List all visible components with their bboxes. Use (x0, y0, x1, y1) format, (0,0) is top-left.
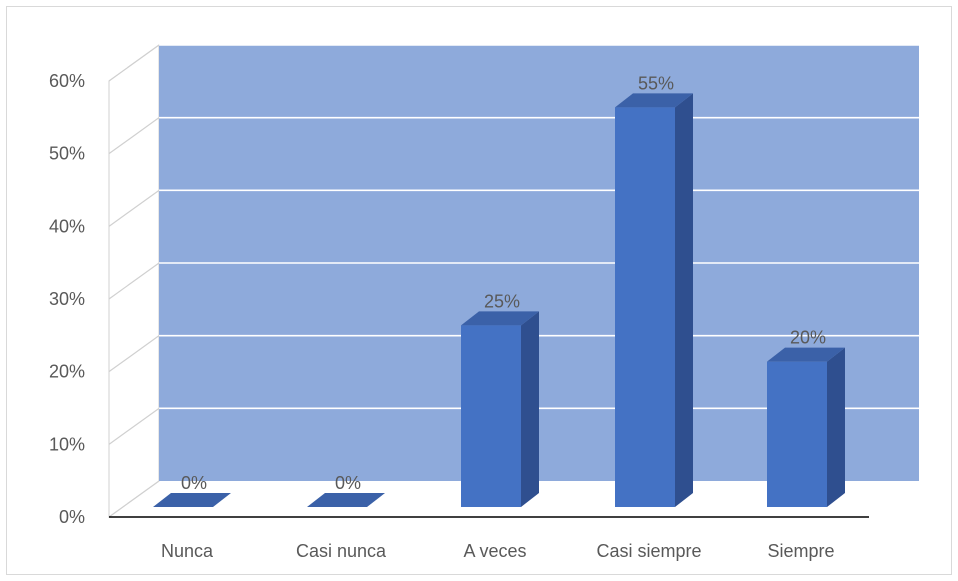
data-labels: 0% 0% 25% 55% 20% (181, 73, 826, 493)
bar-top-face (307, 493, 385, 507)
data-label: 25% (484, 291, 520, 311)
chart-frame: 0% 0% 25% 55% 20% 0% 10% 20% 30% 40% 50% 60% Nunca… (6, 6, 952, 575)
data-label: 20% (790, 328, 826, 348)
y-tick-label: 20% (49, 362, 85, 382)
bar-front-face (615, 107, 675, 507)
gridline-side (108, 480, 160, 518)
bar-top-face (461, 311, 539, 326)
bar-front-face (767, 361, 827, 507)
gridline-side (108, 262, 160, 300)
gridline-side (108, 117, 160, 155)
x-tick-label: Siempre (767, 541, 834, 561)
bar-front-face (461, 325, 521, 507)
gridline-side (108, 407, 160, 445)
gridline-side (108, 44, 160, 82)
y-tick-label: 10% (49, 434, 85, 454)
x-tick-label: Nunca (161, 541, 214, 561)
y-tick-label: 60% (49, 71, 85, 91)
bar-top-face (767, 347, 845, 362)
y-tick-label: 0% (59, 507, 85, 527)
data-label: 0% (181, 473, 207, 493)
bar-chart: 0% 0% 25% 55% 20% 0% 10% 20% 30% 40% 50% 60% Nunca… (49, 44, 919, 561)
bar-casi-nunca (307, 493, 385, 507)
bar-side-face (827, 347, 845, 507)
bar-siempre (767, 347, 845, 507)
bars (153, 93, 845, 507)
y-tick-label: 40% (49, 216, 85, 236)
bar-top-face (153, 493, 231, 507)
y-tick-label: 30% (49, 289, 85, 309)
data-label: 55% (638, 73, 674, 93)
gridlines (108, 44, 919, 518)
y-axis: 0% 10% 20% 30% 40% 50% 60% (49, 71, 85, 527)
x-tick-label: Casi siempre (596, 541, 701, 561)
bar-side-face (675, 93, 693, 507)
bar-side-face (521, 311, 539, 507)
data-label: 0% (335, 473, 361, 493)
x-tick-label: A veces (463, 541, 526, 561)
x-axis: Nunca Casi nunca A veces Casi siempre Siempr… (161, 541, 835, 561)
y-tick-label: 50% (49, 144, 85, 164)
bar-a-veces (461, 311, 539, 507)
x-tick-label: Casi nunca (296, 541, 387, 561)
bar-casi-siempre (615, 93, 693, 507)
gridline-side (108, 335, 160, 373)
gridline-side (108, 189, 160, 227)
bar-nunca (153, 493, 231, 507)
bar-top-face (615, 93, 693, 108)
